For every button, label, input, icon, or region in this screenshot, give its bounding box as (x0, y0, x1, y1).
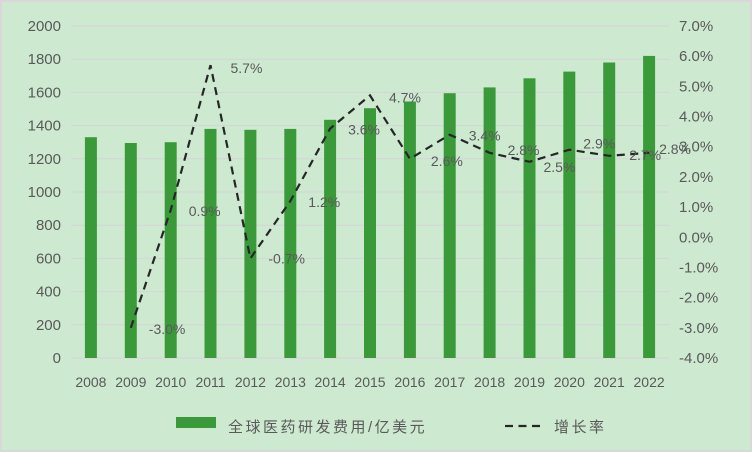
svg-text:2.8%: 2.8% (508, 142, 540, 158)
svg-text:7.0%: 7.0% (679, 18, 713, 35)
svg-text:2.9%: 2.9% (583, 136, 615, 152)
svg-text:400: 400 (36, 284, 61, 301)
svg-text:1800: 1800 (28, 51, 61, 68)
svg-text:800: 800 (36, 217, 61, 234)
svg-text:-3.0%: -3.0% (149, 321, 186, 337)
svg-text:2.0%: 2.0% (679, 169, 713, 186)
svg-text:2018: 2018 (474, 374, 505, 390)
svg-text:5.7%: 5.7% (231, 60, 263, 76)
svg-text:-4.0%: -4.0% (679, 350, 718, 367)
svg-text:5.0%: 5.0% (679, 78, 713, 95)
svg-text:全球医药研发费用/亿美元: 全球医药研发费用/亿美元 (228, 418, 427, 436)
svg-text:4.7%: 4.7% (389, 89, 421, 105)
svg-text:600: 600 (36, 250, 61, 267)
svg-text:2008: 2008 (75, 374, 106, 390)
svg-text:2.5%: 2.5% (544, 159, 576, 175)
svg-text:2019: 2019 (514, 374, 545, 390)
svg-text:2.6%: 2.6% (431, 153, 463, 169)
svg-text:4.0%: 4.0% (679, 109, 713, 126)
svg-text:2021: 2021 (594, 374, 625, 390)
svg-text:2020: 2020 (554, 374, 585, 390)
svg-text:2014: 2014 (315, 374, 346, 390)
svg-text:3.6%: 3.6% (348, 122, 380, 138)
svg-text:2009: 2009 (115, 374, 146, 390)
svg-text:2.8%: 2.8% (659, 141, 691, 157)
svg-text:-0.7%: -0.7% (268, 250, 305, 266)
svg-text:1.2%: 1.2% (308, 194, 340, 210)
svg-text:1600: 1600 (28, 84, 61, 101)
svg-text:1000: 1000 (28, 184, 61, 201)
svg-text:2016: 2016 (394, 374, 425, 390)
svg-text:6.0%: 6.0% (679, 48, 713, 65)
svg-text:2.7%: 2.7% (629, 147, 661, 163)
svg-text:-3.0%: -3.0% (679, 320, 718, 337)
svg-text:1200: 1200 (28, 151, 61, 168)
svg-text:2011: 2011 (195, 374, 225, 390)
svg-text:增长率: 增长率 (554, 419, 607, 436)
svg-text:2017: 2017 (434, 374, 465, 390)
svg-text:1400: 1400 (28, 118, 61, 135)
svg-text:200: 200 (36, 317, 61, 334)
svg-text:-1.0%: -1.0% (679, 260, 718, 277)
svg-text:2013: 2013 (275, 374, 306, 390)
svg-text:2012: 2012 (235, 374, 266, 390)
svg-text:1.0%: 1.0% (679, 199, 713, 216)
svg-text:2022: 2022 (634, 374, 665, 390)
svg-text:3.4%: 3.4% (469, 128, 501, 144)
svg-text:2015: 2015 (354, 374, 385, 390)
svg-text:0.9%: 0.9% (189, 203, 221, 219)
svg-text:2000: 2000 (28, 18, 61, 35)
svg-text:2010: 2010 (155, 374, 186, 390)
svg-text:0.0%: 0.0% (679, 229, 713, 246)
svg-text:-2.0%: -2.0% (679, 290, 718, 307)
svg-text:0: 0 (53, 350, 61, 367)
